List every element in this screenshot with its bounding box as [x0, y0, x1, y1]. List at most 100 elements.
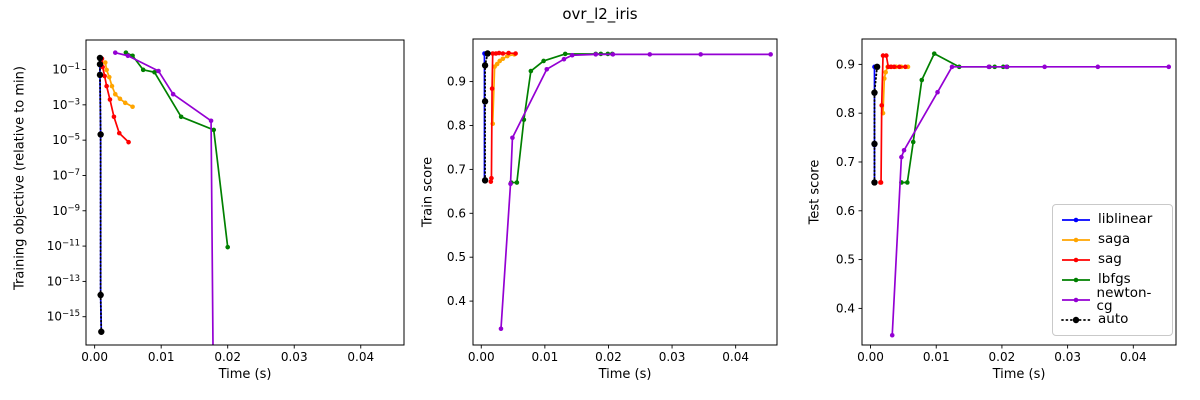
- y-tick-label: 0.6: [836, 204, 855, 218]
- legend-item-auto: auto: [1061, 311, 1164, 329]
- series-sag: [99, 56, 131, 145]
- series-auto-marker: [871, 89, 878, 96]
- y-tick-label: 10−7: [52, 168, 80, 183]
- y-tick-label: 0.5: [447, 250, 466, 264]
- ylabel-train-score: Train score: [420, 156, 436, 228]
- series-newton-cg-marker: [698, 52, 703, 57]
- series-auto-marker: [871, 179, 878, 186]
- series-newton-cg: [112, 50, 214, 345]
- y-tick-label: 0.4: [836, 301, 855, 315]
- x-tick-label: 0.03: [659, 350, 686, 364]
- axes-frame: [861, 38, 1177, 346]
- series-newton-cg-marker: [156, 68, 161, 74]
- legend-item-lbfgs: lbfgs: [1061, 271, 1164, 289]
- y-tick-label: 0.8: [836, 106, 855, 120]
- series-newton-cg-marker: [112, 50, 118, 55]
- series-lbfgs-marker: [514, 180, 520, 185]
- series-sag-marker: [489, 86, 495, 91]
- y-tick-label: 10−5: [52, 133, 80, 148]
- legend: liblinear saga sag lbfgs newton-cg auto: [1052, 204, 1173, 336]
- series-lbfgs: [899, 51, 1010, 185]
- series-saga-marker: [122, 100, 128, 106]
- series-sag-marker: [884, 53, 889, 58]
- series-sag-marker: [506, 50, 511, 56]
- series-sag-marker: [102, 73, 107, 79]
- x-tick-label: 0.03: [281, 350, 308, 364]
- series-saga-marker: [112, 91, 118, 97]
- series-saga: [490, 52, 517, 127]
- xlabel-time-objective-plot: Time (s): [218, 367, 272, 382]
- series-newton-cg-marker: [208, 118, 214, 124]
- series-newton-cg: [889, 64, 1172, 338]
- chart-training-objective: 0.00 0.01 0.02 0.03 0.04 10−1 10−3 10−5 10−7 10−9…: [47, 39, 405, 364]
- series-auto-marker: [481, 98, 489, 105]
- y-tick-label: 0.8: [447, 118, 466, 132]
- y-tick-label: 0.6: [447, 206, 466, 220]
- series-auto-marker: [96, 54, 104, 62]
- series-auto: [481, 50, 491, 184]
- series-lbfgs-marker: [910, 139, 916, 145]
- x-tick-label: 0.02: [214, 350, 241, 364]
- series-auto-line: [99, 57, 103, 333]
- legend-item-saga: saga: [1061, 231, 1164, 249]
- y-tick-label: 10−13: [47, 274, 80, 289]
- series-saga-marker: [494, 61, 500, 67]
- legend-item-liblinear: liblinear: [1061, 211, 1164, 229]
- series-newton-cg-marker: [125, 53, 131, 59]
- series-newton-cg-marker: [510, 135, 515, 141]
- series-lbfgs-marker: [211, 127, 217, 133]
- series-lbfgs: [123, 50, 230, 250]
- series-newton-cg-line: [891, 65, 1169, 336]
- series-sag-marker: [500, 51, 506, 56]
- legend-label-auto: auto: [1098, 311, 1129, 328]
- series-auto-marker: [97, 131, 104, 138]
- series-lbfgs-marker: [140, 67, 146, 73]
- legend-label-newton-cg: newton-cg: [1096, 284, 1152, 314]
- series-sag-marker: [107, 97, 113, 102]
- legend-label-lbfgs: lbfgs: [1098, 271, 1131, 288]
- series-sag-marker: [126, 139, 131, 145]
- series-auto-line: [484, 52, 489, 182]
- series-saga-marker: [106, 74, 112, 80]
- legend-sample-line-lbfgs: [1062, 277, 1090, 283]
- series-lbfgs-marker: [562, 51, 568, 57]
- series-newton-cg-marker: [1004, 64, 1009, 70]
- legend-label-saga: saga: [1098, 231, 1131, 248]
- series-auto-marker: [873, 63, 881, 71]
- y-tick-label: 0.4: [447, 294, 466, 308]
- series-newton-cg-marker: [569, 52, 575, 58]
- x-tick-label: 0.04: [347, 350, 374, 364]
- series-sag-marker: [878, 180, 884, 185]
- series-lbfgs-marker: [152, 69, 157, 75]
- series-sag-marker: [496, 50, 502, 56]
- xlabel-time-test-plot: Time (s): [992, 367, 1046, 382]
- series-auto-marker: [481, 62, 489, 69]
- series-auto-marker: [96, 61, 104, 68]
- series-auto: [871, 63, 881, 186]
- series-newton-cg-marker: [561, 56, 567, 62]
- x-tick-label: 0.04: [1120, 350, 1147, 364]
- series-lbfgs-line: [901, 52, 1008, 184]
- series-sag-marker: [888, 64, 894, 70]
- series-newton-cg-marker: [170, 91, 176, 97]
- series-lbfgs-marker: [528, 68, 534, 74]
- series-newton-cg-marker: [1095, 64, 1101, 70]
- series-sag-marker: [891, 64, 897, 70]
- legend-sample-line-newton-cg: [1062, 297, 1090, 303]
- series-sag: [488, 50, 518, 184]
- series-sag-marker: [116, 130, 122, 136]
- series-auto-marker: [484, 50, 491, 57]
- series-newton-cg-marker: [508, 181, 513, 187]
- series-saga-marker: [500, 56, 506, 62]
- series-auto-marker: [96, 71, 104, 79]
- series-saga: [880, 64, 911, 116]
- series-auto-marker: [98, 328, 105, 335]
- series-newton-cg-marker: [889, 332, 895, 338]
- series-auto-marker: [481, 177, 489, 184]
- ylabel-training-objective: Training objective (relative to min): [12, 66, 28, 290]
- series-auto-line: [873, 65, 879, 184]
- series-newton-cg-marker: [498, 326, 504, 332]
- series-auto: [96, 54, 105, 335]
- series-newton-cg-marker: [949, 64, 955, 70]
